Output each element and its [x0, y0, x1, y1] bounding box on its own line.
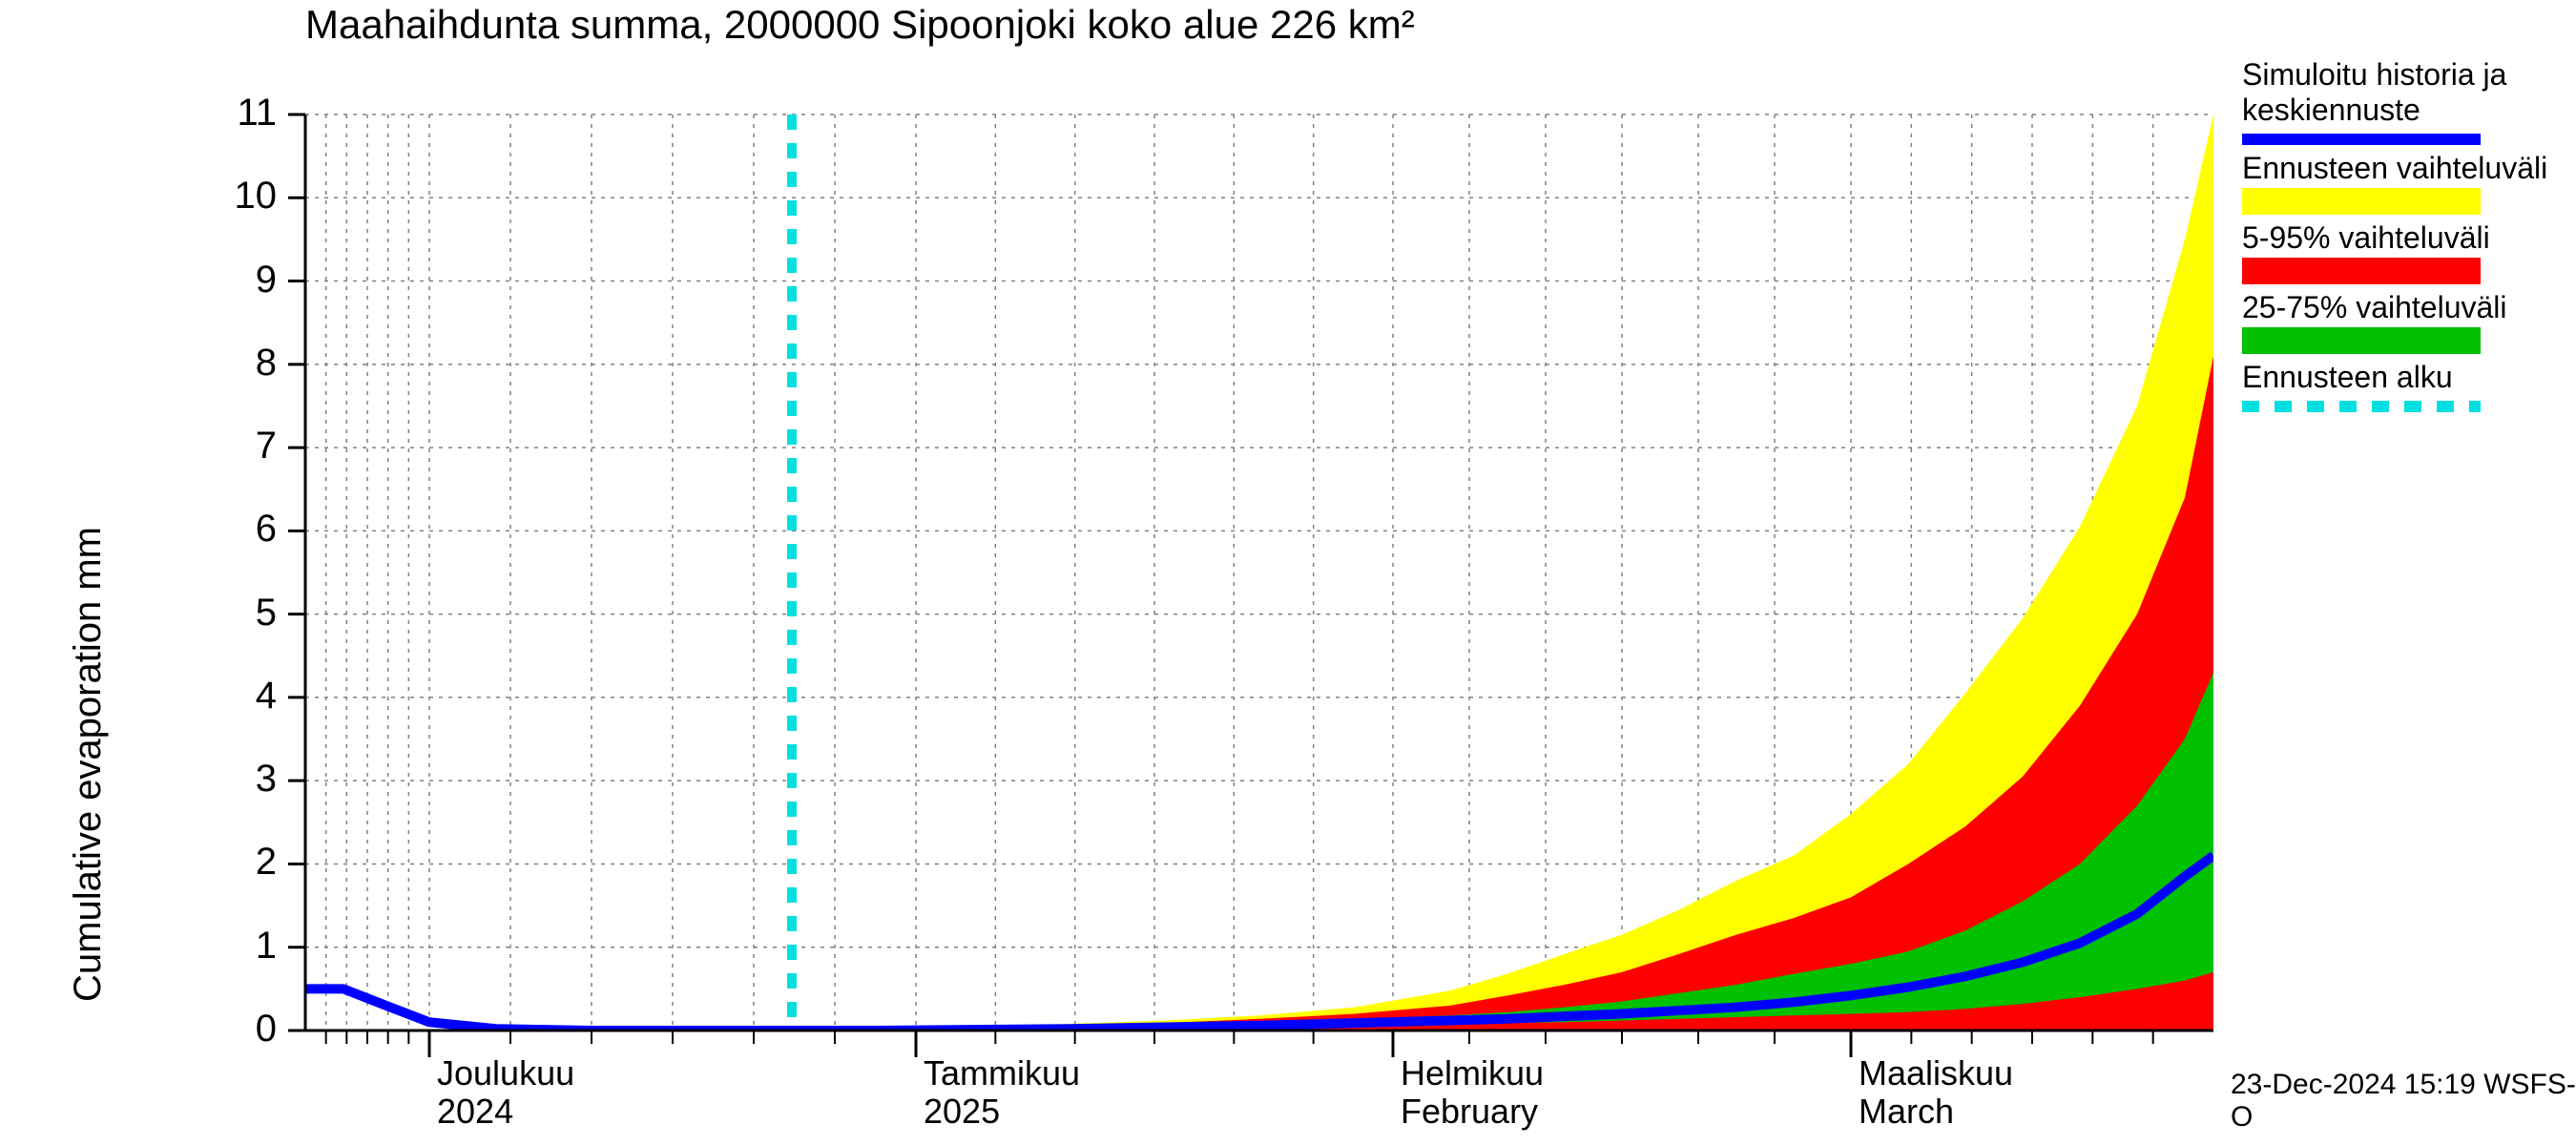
- legend-swatch: [2242, 258, 2481, 284]
- legend-item: Ennusteen vaihteluväli: [2242, 151, 2557, 215]
- legend-item: Simuloitu historia jakeskiennuste: [2242, 57, 2557, 145]
- y-tick-label: 0: [162, 1008, 277, 1051]
- legend-swatch: [2242, 401, 2481, 412]
- y-tick-label: 1: [162, 925, 277, 968]
- y-tick-label: 6: [162, 508, 277, 551]
- legend-label: 25-75% vaihteluväli: [2242, 290, 2557, 325]
- legend-item: Ennusteen alku: [2242, 360, 2557, 412]
- legend-label: Simuloitu historia ja: [2242, 57, 2557, 93]
- legend-swatch: [2242, 188, 2481, 215]
- x-tick-label-bottom: 2024: [437, 1092, 513, 1132]
- legend: Simuloitu historia jakeskiennuste Ennuste…: [2242, 57, 2557, 418]
- y-tick-label: 3: [162, 758, 277, 801]
- footer-timestamp: 23-Dec-2024 15:19 WSFS-O: [2231, 1069, 2576, 1134]
- legend-swatch: [2242, 134, 2481, 145]
- legend-item: 25-75% vaihteluväli: [2242, 290, 2557, 354]
- x-tick-label-bottom: 2025: [924, 1092, 1000, 1132]
- x-tick-label-bottom: February: [1401, 1092, 1538, 1132]
- y-tick-label: 7: [162, 425, 277, 468]
- x-tick-label-bottom: March: [1859, 1092, 1954, 1132]
- y-tick-label: 9: [162, 259, 277, 302]
- x-tick-label-top: Tammikuu: [924, 1053, 1080, 1093]
- y-tick-label: 5: [162, 592, 277, 635]
- chart-svg: [0, 0, 2576, 1145]
- x-tick-label-top: Joulukuu: [437, 1053, 574, 1093]
- x-tick-label-top: Helmikuu: [1401, 1053, 1544, 1093]
- legend-label: 5-95% vaihteluväli: [2242, 220, 2557, 256]
- chart-container: Maahaihdunta summa, 2000000 Sipoonjoki k…: [0, 0, 2576, 1145]
- y-tick-label: 11: [162, 92, 277, 135]
- legend-label: keskiennuste: [2242, 93, 2557, 128]
- legend-item: 5-95% vaihteluväli: [2242, 220, 2557, 284]
- x-tick-label-top: Maaliskuu: [1859, 1053, 2013, 1093]
- y-tick-label: 8: [162, 342, 277, 385]
- legend-label: Ennusteen vaihteluväli: [2242, 151, 2557, 186]
- y-tick-label: 2: [162, 841, 277, 884]
- y-tick-label: 4: [162, 675, 277, 718]
- legend-label: Ennusteen alku: [2242, 360, 2557, 395]
- legend-swatch: [2242, 327, 2481, 354]
- y-tick-label: 10: [162, 175, 277, 218]
